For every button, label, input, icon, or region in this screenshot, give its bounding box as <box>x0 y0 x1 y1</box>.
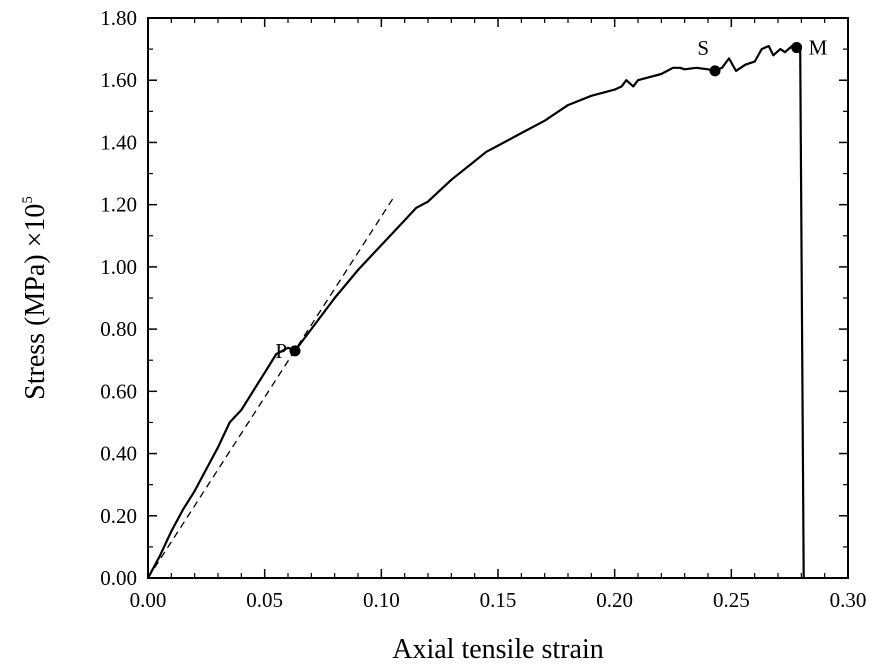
x-tick-label: 0.10 <box>363 588 400 612</box>
y-ticks-group: 0.00 0.20 0.40 0.60 0.80 1.00 1.20 1.40 1.60 1.80 <box>100 6 848 590</box>
point-marker-s <box>709 65 721 77</box>
labeled-points-group: P S M <box>275 36 827 363</box>
y-axis-title-exponent: 5 <box>20 196 36 204</box>
y-tick-label: 1.00 <box>100 255 137 279</box>
plot-frame <box>147 17 849 579</box>
x-tick-label: 0.05 <box>246 588 283 612</box>
point-marker-p <box>289 345 301 357</box>
y-axis-title-main: Stress (MPa) ×10 <box>20 204 51 400</box>
y-tick-label: 1.60 <box>100 68 137 92</box>
series-group <box>147 44 805 579</box>
point-label-m: M <box>809 36 828 60</box>
x-ticks-group: 0.00 0.05 0.10 0.15 0.20 0.25 0.30 <box>130 18 867 612</box>
x-tick-label: 0.00 <box>130 588 167 612</box>
x-tick-label: 0.30 <box>830 588 867 612</box>
y-tick-label: 0.80 <box>100 317 137 341</box>
stress-strain-curve <box>147 44 805 579</box>
y-tick-label: 0.00 <box>100 566 137 590</box>
x-tick-label: 0.20 <box>596 588 633 612</box>
y-axis-title: Stress (MPa) ×105 <box>20 196 51 400</box>
x-tick-label: 0.15 <box>480 588 517 612</box>
linear-fit-dashed-line <box>147 198 394 579</box>
y-tick-label: 1.20 <box>100 193 137 217</box>
y-tick-label: 1.80 <box>100 6 137 30</box>
y-tick-label: 0.40 <box>100 442 137 466</box>
x-axis-title: Axial tensile strain <box>392 634 604 665</box>
point-label-s: S <box>697 36 709 60</box>
y-tick-label: 0.60 <box>100 379 137 403</box>
y-tick-label: 0.20 <box>100 504 137 528</box>
y-tick-label: 1.40 <box>100 130 137 154</box>
x-tick-label: 0.25 <box>713 588 750 612</box>
point-marker-m <box>791 42 803 54</box>
point-label-p: P <box>275 339 287 363</box>
